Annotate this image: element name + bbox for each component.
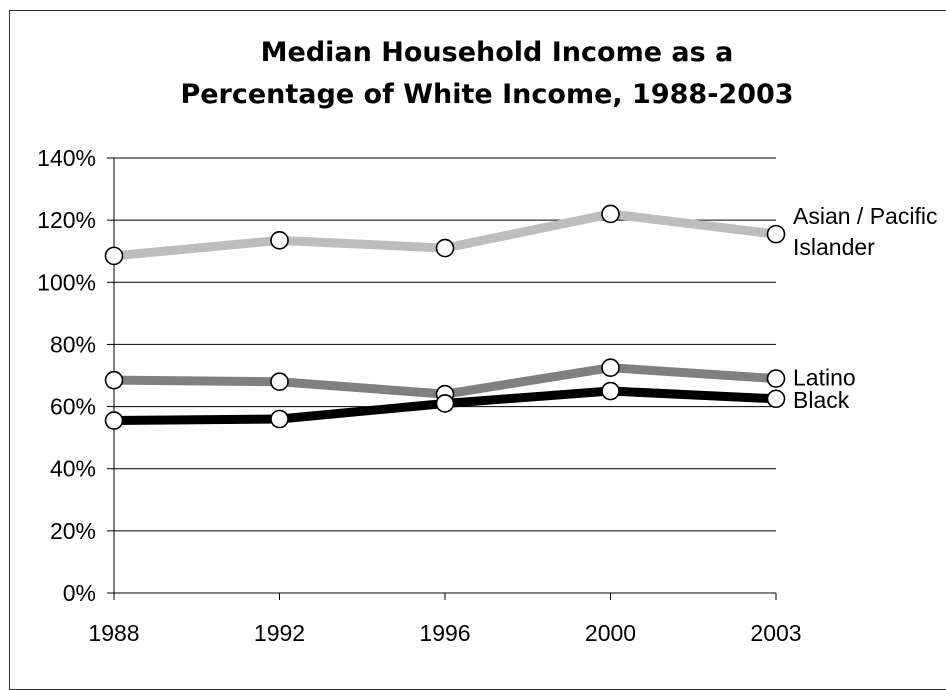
x-tick-label-2003: 2003 bbox=[750, 620, 801, 646]
data-point-asian-pacific-islander-2000 bbox=[601, 204, 620, 224]
chart-title-line-2: Percentage of White Income, 1988-2003 bbox=[180, 79, 793, 110]
y-axis-ticks: 0% 20% 40% 60% 80% 100% 120% 140% bbox=[37, 145, 96, 606]
data-point-asian-pacific-islander-1996 bbox=[435, 238, 455, 258]
y-tick-label-100: 100% bbox=[37, 269, 96, 295]
y-tick-label-40: 40% bbox=[50, 456, 96, 482]
data-point-asian-pacific-islander-1992 bbox=[270, 231, 289, 250]
data-point-latino-1992 bbox=[270, 372, 289, 392]
gridlines bbox=[114, 157, 776, 532]
data-point-black-1988 bbox=[104, 411, 124, 430]
y-tick-label-0: 0% bbox=[63, 580, 96, 606]
y-tick-label-80: 80% bbox=[50, 331, 96, 357]
data-point-black-1992 bbox=[270, 409, 289, 429]
y-tick-label-120: 120% bbox=[37, 207, 96, 233]
data-point-black-2003 bbox=[766, 389, 786, 409]
series-label-asian-pacific-islander-line-1: Asian / Pacific bbox=[793, 203, 937, 229]
data-point-latino-2000 bbox=[601, 358, 620, 378]
y-tick-label-140: 140% bbox=[37, 145, 96, 171]
data-point-asian-pacific-islander-1988 bbox=[104, 246, 124, 266]
line-chart: Median Household Income as a Percentage … bbox=[37, 37, 937, 646]
chart-frame bbox=[9, 10, 946, 690]
x-tick-label-1988: 1988 bbox=[88, 620, 139, 646]
series-label-black: Black bbox=[793, 387, 850, 413]
y-tick-label-60: 60% bbox=[50, 394, 96, 420]
series-label-latino: Latino bbox=[793, 365, 856, 391]
chart-title-line-1: Median Household Income as a bbox=[261, 37, 734, 68]
y-tick-label-20: 20% bbox=[50, 518, 96, 544]
x-tick-label-2000: 2000 bbox=[585, 620, 636, 646]
data-point-latino-1988 bbox=[104, 370, 124, 390]
data-point-asian-pacific-islander-2003 bbox=[766, 224, 786, 244]
x-tick-label-1996: 1996 bbox=[419, 620, 470, 646]
x-tick-label-1992: 1992 bbox=[254, 620, 305, 646]
data-point-black-1996 bbox=[435, 394, 455, 413]
series-label-asian-pacific-islander-line-2: Islander bbox=[793, 234, 875, 260]
data-point-black-2000 bbox=[601, 381, 620, 401]
x-axis-ticks: 1988 1992 1996 2000 2003 bbox=[88, 620, 801, 646]
series-points bbox=[104, 204, 786, 430]
data-point-latino-2003 bbox=[766, 369, 786, 388]
